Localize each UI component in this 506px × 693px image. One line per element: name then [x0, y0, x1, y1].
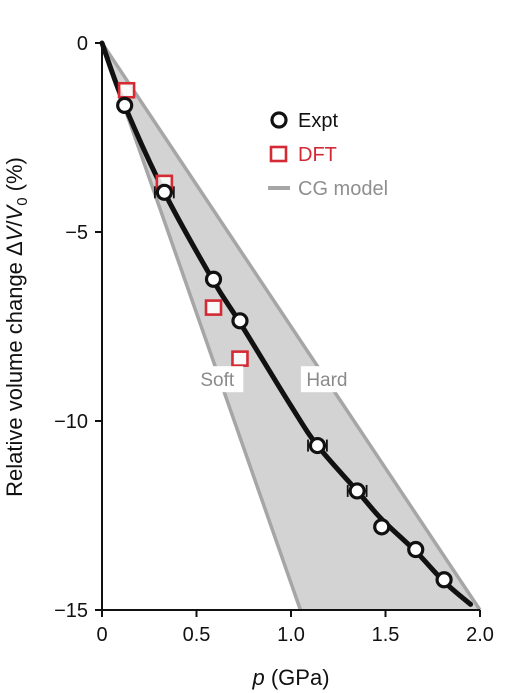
region-label-background	[191, 366, 244, 393]
dft-point	[117, 81, 136, 99]
legend-expt-label: Expt	[298, 110, 338, 132]
x-tick-label: 2.0	[466, 624, 494, 646]
expt-markers-layer	[116, 96, 453, 589]
expt-point	[308, 436, 327, 455]
dft-point	[231, 350, 249, 367]
ticks: 0 0.5 1.0 1.5 2.0 0 −5 −10 −15	[54, 33, 494, 646]
region-labels-layer: Soft Hard	[191, 366, 353, 393]
region-label-soft: Soft	[200, 370, 235, 391]
legend: Expt DFT CG model	[268, 110, 388, 200]
expt-point	[116, 96, 134, 114]
x-tick-label: 0	[96, 624, 107, 646]
y-tick-label: −10	[54, 411, 88, 433]
expt-point	[231, 312, 249, 330]
cg-model-soft-edge	[100, 42, 303, 611]
x-tick-label: 0.5	[183, 624, 211, 646]
cg-model-band-layer	[100, 42, 482, 611]
y-tick-label: −15	[54, 600, 88, 622]
expt-point	[155, 183, 173, 201]
expt-point	[348, 482, 366, 500]
dft-point	[204, 299, 223, 316]
region-label-background	[300, 366, 353, 393]
expt-point	[373, 518, 391, 536]
y-tick-label: −5	[65, 222, 88, 244]
y-axis-title: Relative volume change ΔV/V0 (%)	[2, 157, 31, 497]
legend-cg-model-label: CG model	[298, 178, 388, 200]
legend-dft-marker	[269, 145, 288, 163]
x-axis-title: p (GPa)	[251, 665, 329, 690]
region-label-hard: Hard	[306, 370, 347, 391]
expt-point	[204, 270, 223, 288]
expt-point	[407, 540, 425, 559]
y-tick-label: 0	[77, 33, 88, 55]
legend-expt-marker	[270, 111, 288, 129]
x-tick-label: 1.5	[372, 624, 400, 646]
expt-point	[435, 571, 453, 589]
x-tick-label: 1.0	[277, 624, 305, 646]
cg-model-hard-edge	[100, 42, 482, 611]
legend-dft-label: DFT	[298, 144, 337, 166]
